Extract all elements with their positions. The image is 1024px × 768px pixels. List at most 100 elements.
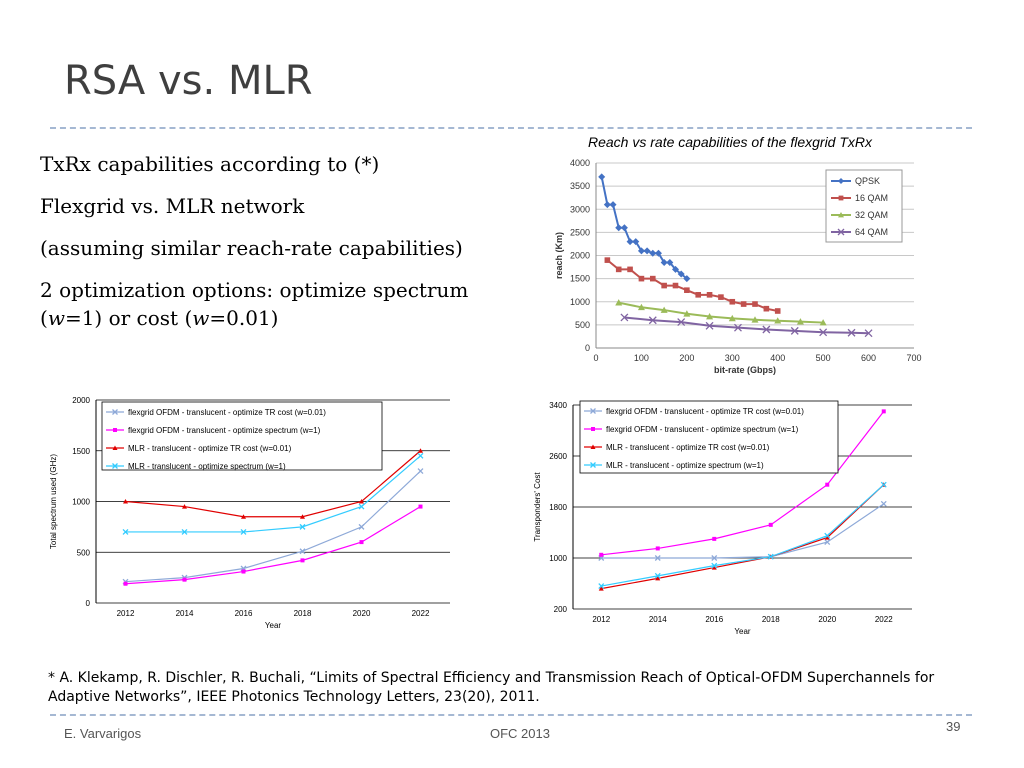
data-point <box>359 499 364 504</box>
series-line <box>618 301 824 324</box>
y-tick-label: 3400 <box>549 401 567 410</box>
data-point <box>752 301 758 307</box>
data-point <box>672 282 679 289</box>
data-point <box>740 301 747 307</box>
bullet-item: TxRx capabilities according to (*) <box>40 152 380 176</box>
x-tick-label: 2018 <box>762 615 780 624</box>
data-point <box>418 504 423 509</box>
legend-label: flexgrid OFDM - translucent - optimize s… <box>606 425 799 434</box>
x-tick-label: 200 <box>679 353 694 363</box>
series-line <box>125 455 421 533</box>
data-point <box>655 575 661 581</box>
data-point <box>837 228 845 236</box>
bullet-item: 2 optimization options: optimize spectru… <box>40 278 469 330</box>
data-point <box>299 548 306 555</box>
footer-author: E. Varvarigos <box>64 726 142 741</box>
y-tick-label: 3000 <box>570 204 590 214</box>
data-point <box>677 318 686 327</box>
reach-rate-chart: 0 500 1000 1500 2000 2500 3000 3500 4000 0 100 200 3… <box>554 158 922 375</box>
x-tick-label: 2022 <box>412 609 430 618</box>
data-point <box>632 238 640 246</box>
data-point <box>660 258 668 266</box>
bullet-item: (assuming similar reach-rate capabilitie… <box>40 236 463 260</box>
bullet-item: Flexgrid vs. MLR network <box>40 194 305 218</box>
data-point <box>649 275 656 282</box>
data-point <box>847 328 856 337</box>
data-point <box>838 212 844 218</box>
x-axis-label: Year <box>734 627 751 636</box>
data-point <box>241 514 246 519</box>
y-tick-label: 0 <box>585 343 590 353</box>
data-point <box>181 528 188 535</box>
data-point <box>358 523 365 530</box>
y-tick-label: 2600 <box>549 452 567 461</box>
data-point <box>598 173 606 181</box>
data-point <box>637 247 645 255</box>
series-line <box>600 176 688 280</box>
x-tick-label: 500 <box>816 353 831 363</box>
data-point <box>767 553 774 560</box>
footer-divider <box>50 714 972 716</box>
data-point <box>299 523 306 530</box>
data-point <box>729 298 736 305</box>
x-tick-label: 600 <box>861 353 876 363</box>
data-point <box>648 316 657 325</box>
data-point <box>768 522 773 527</box>
data-point <box>241 569 246 574</box>
data-point <box>684 287 690 293</box>
data-point <box>825 482 830 487</box>
data-point <box>300 514 305 519</box>
transponder-cost-chart: 200 1000 1800 2600 3400 2012 2014 2016 2018 2020 2… <box>533 400 912 636</box>
data-point <box>881 409 886 414</box>
legend-label: flexgrid OFDM - translucent - optimize T… <box>606 407 804 416</box>
data-point <box>666 258 674 266</box>
data-point <box>599 552 604 557</box>
legend-label: MLR - translucent - optimize TR cost (w=… <box>128 444 292 453</box>
data-point <box>300 558 305 563</box>
series-line <box>125 470 421 583</box>
x-tick-label: 2012 <box>117 609 135 618</box>
data-point <box>880 481 887 488</box>
legend-box <box>101 401 383 471</box>
data-point <box>417 452 424 459</box>
footer-event: OFC 2013 <box>490 726 550 741</box>
data-point <box>660 306 668 313</box>
data-point <box>672 265 679 273</box>
data-point <box>615 224 623 232</box>
series-line <box>606 259 778 312</box>
data-point <box>240 528 247 535</box>
series-line <box>601 503 885 559</box>
x-tick-label: 2014 <box>649 615 667 624</box>
data-point <box>734 323 742 332</box>
data-point <box>661 282 667 289</box>
series-line <box>624 316 869 335</box>
data-point <box>838 195 844 201</box>
legend-label: MLR - translucent - optimize spectrum (w… <box>606 461 764 470</box>
data-point <box>655 546 660 551</box>
legend-label: flexgrid OFDM - translucent - optimize T… <box>128 408 326 417</box>
data-point <box>590 462 596 468</box>
data-point <box>790 326 799 335</box>
data-point <box>591 427 595 431</box>
data-point <box>706 313 714 320</box>
y-tick-label: 2000 <box>72 396 90 405</box>
data-point <box>711 555 718 561</box>
x-axis-label: Year <box>265 621 282 630</box>
data-point <box>649 249 657 257</box>
data-point <box>620 313 629 322</box>
data-point <box>880 500 887 507</box>
data-point <box>122 528 129 535</box>
data-point <box>182 504 187 509</box>
y-tick-label: 500 <box>575 320 590 330</box>
spectrum-chart: 0 500 1000 1500 2000 2012 2014 2016 2018 2020 2022… <box>49 396 450 630</box>
series-line <box>125 450 421 518</box>
data-point <box>182 577 187 582</box>
data-point <box>590 408 596 414</box>
data-point <box>824 539 831 546</box>
y-tick-label: 2000 <box>570 251 590 261</box>
data-point <box>123 499 128 504</box>
data-point <box>654 555 661 561</box>
data-point <box>615 299 623 306</box>
legend-label: flexgrid OFDM - translucent - optimize s… <box>128 426 321 435</box>
data-point <box>824 535 830 540</box>
